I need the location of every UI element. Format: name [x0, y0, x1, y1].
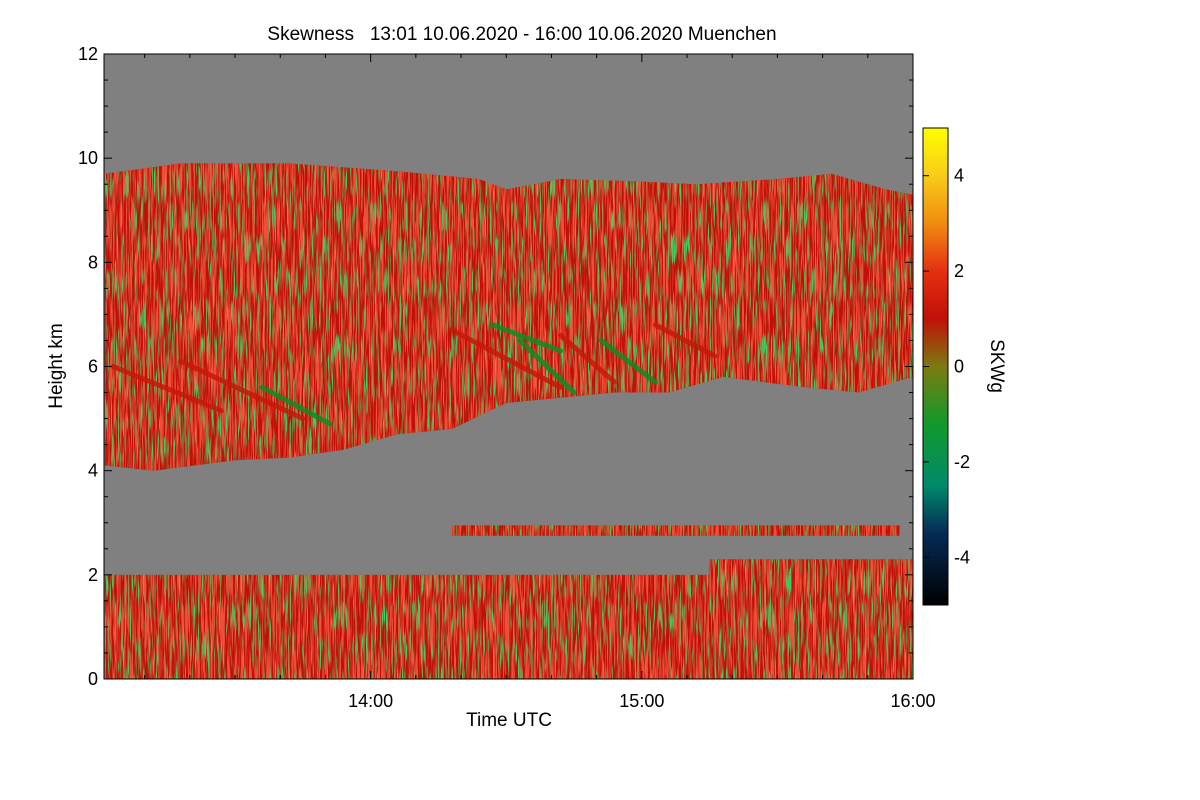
colorbar-tick-label: 4: [954, 166, 964, 186]
skewness-streaks: [110, 322, 718, 427]
plot-area: [103, 53, 914, 680]
streak-2: [259, 384, 333, 427]
region-3-red-texture: [104, 574, 913, 679]
colorbar-ticks: 4 2 0 -2 -4: [923, 166, 970, 567]
y-tick-label: 6: [88, 357, 98, 377]
y-axis-label: Height km: [46, 323, 67, 409]
chart-title: Skewness 13:01 10.06.2020 - 16:00 10.06.…: [267, 24, 776, 45]
colorbar-tick-label: 2: [954, 261, 964, 281]
y-tick-label: 4: [88, 461, 98, 481]
data-regions: [104, 163, 913, 679]
streak-8: [490, 322, 563, 354]
region-1-red-texture: [452, 525, 900, 536]
y-tick-label: 10: [78, 148, 98, 168]
x-axis: 14:00 15:00 16:00: [144, 54, 936, 711]
y-tick-label: 8: [88, 252, 98, 272]
streak-0: [110, 364, 225, 414]
x-tick-label: 15:00: [619, 691, 664, 711]
y-axis: 0 2 4 6 8 10 12: [78, 44, 913, 689]
streak-3: [449, 327, 563, 390]
streak-7: [652, 322, 718, 359]
colorbar-tick-label: -4: [954, 547, 970, 567]
colorbar-label: SKWg: [986, 339, 1007, 393]
streak-1: [178, 358, 306, 422]
colorbar-tick-label: 0: [954, 357, 964, 377]
streak-4: [517, 337, 577, 396]
y-tick-label: 0: [88, 669, 98, 689]
x-tick-label: 16:00: [890, 691, 935, 711]
x-axis-label: Time UTC: [466, 710, 552, 731]
x-tick-label: 14:00: [348, 691, 393, 711]
streak-6: [598, 337, 658, 385]
colorbar: 4 2 0 -2 -4 SKWg: [922, 127, 1007, 606]
colorbar-tick-label: -2: [954, 452, 970, 472]
y-tick-label: 2: [88, 565, 98, 585]
y-tick-label: 12: [78, 44, 98, 64]
streak-5: [557, 332, 618, 385]
region-0-red-texture: [104, 163, 913, 471]
